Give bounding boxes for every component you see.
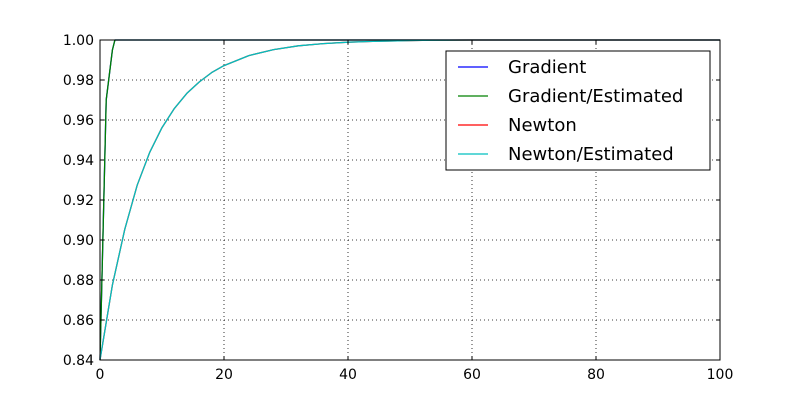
x-tick-label: 100	[707, 367, 734, 383]
y-tick-label: 0.88	[63, 273, 94, 289]
y-tick-label: 0.94	[63, 153, 94, 169]
y-tick-label: 1.00	[63, 33, 94, 49]
x-tick-label: 20	[215, 367, 233, 383]
axis-tick-labels: 0 20 40 60 80 100 0.84 0.86 0.88 0.90 0.92 0.94 0.96…	[63, 33, 734, 383]
y-tick-label: 0.84	[63, 353, 94, 369]
legend: Gradient Gradient/Estimated Newton Newton/E…	[445, 50, 711, 171]
legend-box	[445, 50, 711, 171]
x-tick-label: 40	[339, 367, 357, 383]
y-tick-label: 0.98	[63, 73, 94, 89]
series-line-newton-estimated	[99, 39, 720, 361]
x-tick-label: 80	[587, 367, 605, 383]
x-tick-label: 0	[96, 367, 105, 383]
legend-label: Gradient/Estimated	[508, 86, 683, 107]
legend-label: Newton	[508, 115, 577, 136]
y-tick-label: 0.96	[63, 113, 94, 129]
y-tick-label: 0.90	[63, 233, 94, 249]
axis-ticks	[99, 39, 721, 361]
y-tick-label: 0.86	[63, 313, 94, 329]
legend-label: Newton/Estimated	[508, 144, 674, 165]
x-tick-label: 60	[463, 367, 481, 383]
y-tick-label: 0.92	[63, 193, 94, 209]
legend-label: Gradient	[508, 57, 586, 78]
